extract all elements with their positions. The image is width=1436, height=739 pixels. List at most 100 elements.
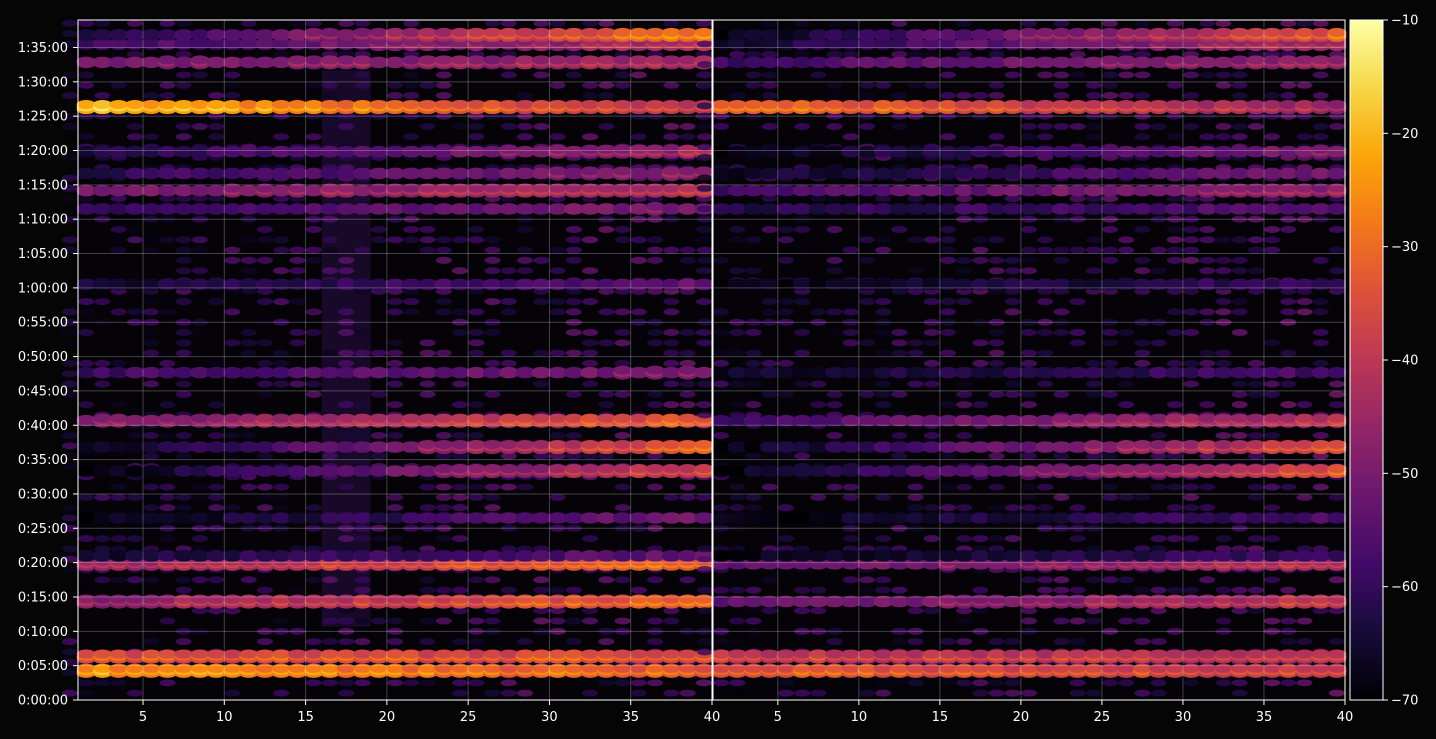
- noise-cell: [777, 452, 794, 460]
- noise-cell: [761, 638, 778, 646]
- band-cell: [271, 649, 291, 659]
- noise-cell: [1134, 359, 1151, 367]
- noise-cell: [630, 689, 647, 697]
- band-cell: [889, 512, 909, 522]
- noise-cell: [159, 401, 176, 409]
- band-cell: [385, 465, 405, 475]
- noise-cell: [549, 617, 566, 625]
- band-cell: [1230, 464, 1250, 474]
- noise-cell: [468, 122, 485, 130]
- band-cell: [661, 166, 681, 176]
- noise-cell: [500, 19, 517, 27]
- noise-cell: [305, 679, 322, 687]
- noise-cell: [1085, 236, 1102, 244]
- noise-cell: [533, 298, 550, 306]
- noise-cell: [1134, 617, 1151, 625]
- noise-cell: [794, 689, 811, 697]
- noise-cell: [1312, 308, 1329, 316]
- noise-cell: [582, 339, 599, 347]
- noise-cell: [630, 586, 647, 594]
- noise-cell: [191, 329, 208, 337]
- noise-cell: [1037, 246, 1054, 254]
- noise-cell: [500, 524, 517, 532]
- noise-cell: [143, 627, 160, 635]
- band-cell: [141, 56, 161, 66]
- noise-cell: [78, 689, 95, 697]
- band-cell: [287, 441, 307, 451]
- noise-cell: [1296, 19, 1313, 27]
- band-cell: [499, 439, 519, 449]
- noise-cell: [777, 689, 794, 697]
- band-cell: [499, 549, 519, 559]
- noise-cell: [175, 339, 192, 347]
- noise-cell: [956, 256, 973, 264]
- band-cell: [531, 167, 551, 177]
- band-cell: [629, 55, 649, 65]
- band-cell: [157, 366, 177, 376]
- band-cell: [613, 99, 633, 109]
- band-cell: [678, 649, 698, 659]
- noise-cell: [761, 122, 778, 130]
- noise-cell: [1004, 679, 1021, 687]
- band-cell: [499, 413, 519, 423]
- band-cell: [206, 549, 226, 559]
- noise-cell: [679, 246, 696, 254]
- noise-cell: [1166, 256, 1183, 264]
- noise-cell: [761, 576, 778, 584]
- band-cell: [206, 413, 226, 423]
- noise-cell: [1102, 679, 1119, 687]
- noise-cell: [403, 92, 420, 100]
- noise-cell: [745, 390, 762, 398]
- noise-cell: [1021, 256, 1037, 264]
- band-cell: [352, 203, 372, 213]
- band-cell: [304, 465, 324, 475]
- band-cell: [157, 167, 177, 177]
- band-cell: [1311, 594, 1331, 604]
- noise-cell: [549, 493, 566, 501]
- band-cell: [873, 649, 893, 659]
- noise-cell: [61, 40, 78, 48]
- band-cell: [125, 465, 145, 475]
- noise-cell: [1166, 19, 1183, 27]
- noise-cell: [972, 256, 989, 264]
- noise-cell: [289, 246, 306, 254]
- noise-cell: [468, 339, 485, 347]
- noise-cell: [61, 452, 78, 460]
- noise-cell: [321, 267, 338, 275]
- noise-cell: [1328, 122, 1345, 130]
- band-cell: [271, 167, 291, 177]
- noise-cell: [729, 236, 746, 244]
- noise-cell: [1264, 339, 1281, 347]
- band-cell: [548, 144, 568, 154]
- noise-cell: [875, 401, 892, 409]
- band-cell: [239, 649, 259, 659]
- noise-cell: [1134, 689, 1151, 697]
- noise-cell: [1328, 401, 1345, 409]
- noise-cell: [679, 122, 696, 130]
- band-cell: [970, 594, 990, 604]
- band-cell: [109, 663, 129, 673]
- noise-cell: [565, 390, 582, 398]
- band-cell: [760, 512, 780, 522]
- noise-cell: [403, 112, 420, 120]
- noise-cell: [175, 493, 192, 501]
- noise-cell: [972, 689, 989, 697]
- noise-cell: [842, 329, 859, 337]
- noise-cell: [777, 679, 794, 687]
- band-cell: [613, 365, 633, 375]
- noise-cell: [175, 576, 192, 584]
- band-cell: [857, 441, 877, 451]
- band-cell: [255, 56, 275, 66]
- noise-cell: [61, 648, 78, 656]
- band-cell: [1294, 594, 1314, 604]
- band-cell: [1181, 663, 1201, 673]
- band-cell: [352, 512, 372, 522]
- band-cell: [1149, 549, 1169, 559]
- band-cell: [548, 413, 568, 423]
- noise-cell: [582, 617, 599, 625]
- band-cell: [222, 56, 242, 66]
- band-cell: [76, 663, 96, 673]
- band-cell: [987, 465, 1007, 475]
- band-cell: [1327, 439, 1347, 449]
- noise-cell: [1312, 298, 1329, 306]
